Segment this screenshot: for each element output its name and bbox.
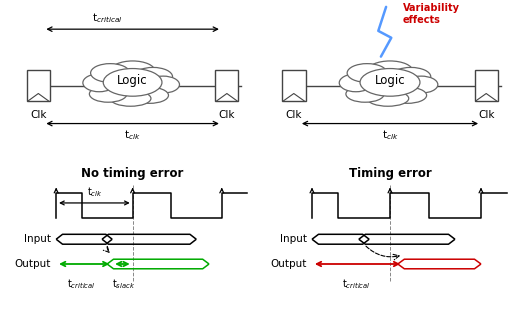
Bar — [282, 70, 306, 101]
Text: Clk: Clk — [285, 110, 302, 120]
Text: t$_{clk}$: t$_{clk}$ — [86, 185, 102, 199]
Ellipse shape — [347, 64, 387, 82]
Text: Clk: Clk — [478, 110, 495, 120]
Text: t$_{critical}$: t$_{critical}$ — [67, 277, 96, 291]
Ellipse shape — [391, 67, 431, 86]
Text: Input: Input — [280, 234, 307, 244]
Ellipse shape — [110, 91, 151, 106]
Ellipse shape — [405, 76, 438, 93]
Bar — [27, 70, 50, 101]
Ellipse shape — [103, 69, 162, 96]
Bar — [215, 70, 238, 101]
Ellipse shape — [388, 87, 426, 103]
Ellipse shape — [346, 86, 384, 102]
Ellipse shape — [360, 69, 420, 96]
Ellipse shape — [367, 61, 413, 82]
Text: Timing error: Timing error — [348, 167, 432, 180]
Text: No timing error: No timing error — [82, 167, 184, 180]
Text: Output: Output — [270, 259, 307, 269]
Ellipse shape — [89, 86, 127, 102]
Text: t$_{critical}$: t$_{critical}$ — [342, 277, 371, 291]
Text: t$_{clk}$: t$_{clk}$ — [124, 129, 141, 143]
Text: Variability
effects: Variability effects — [403, 3, 460, 25]
Ellipse shape — [83, 74, 115, 92]
Text: Input: Input — [24, 234, 51, 244]
Text: t$_{clk}$: t$_{clk}$ — [382, 129, 398, 143]
Ellipse shape — [367, 91, 409, 106]
Ellipse shape — [134, 67, 173, 86]
Ellipse shape — [90, 64, 130, 82]
Text: t$_{critical}$: t$_{critical}$ — [92, 11, 122, 25]
Ellipse shape — [131, 87, 168, 103]
Ellipse shape — [110, 61, 155, 82]
Bar — [475, 70, 498, 101]
Text: t$_{slack}$: t$_{slack}$ — [112, 277, 135, 291]
Ellipse shape — [147, 76, 179, 93]
Text: Clk: Clk — [30, 110, 47, 120]
Text: Clk: Clk — [218, 110, 235, 120]
Ellipse shape — [339, 74, 372, 92]
Text: Logic: Logic — [375, 74, 405, 87]
Text: Logic: Logic — [118, 74, 148, 87]
Text: Output: Output — [15, 259, 51, 269]
